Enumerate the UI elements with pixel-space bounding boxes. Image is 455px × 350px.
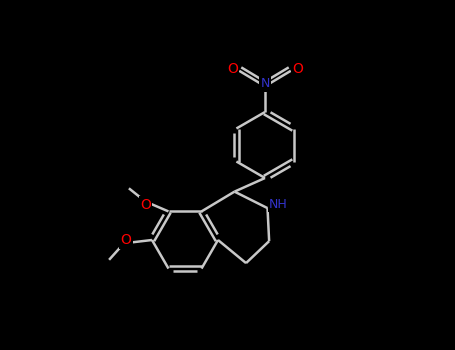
Text: O: O	[227, 62, 238, 76]
Text: O: O	[140, 197, 151, 211]
Text: NH: NH	[269, 198, 288, 211]
Text: N: N	[260, 77, 270, 90]
Text: O: O	[121, 233, 131, 247]
Text: O: O	[292, 62, 303, 76]
